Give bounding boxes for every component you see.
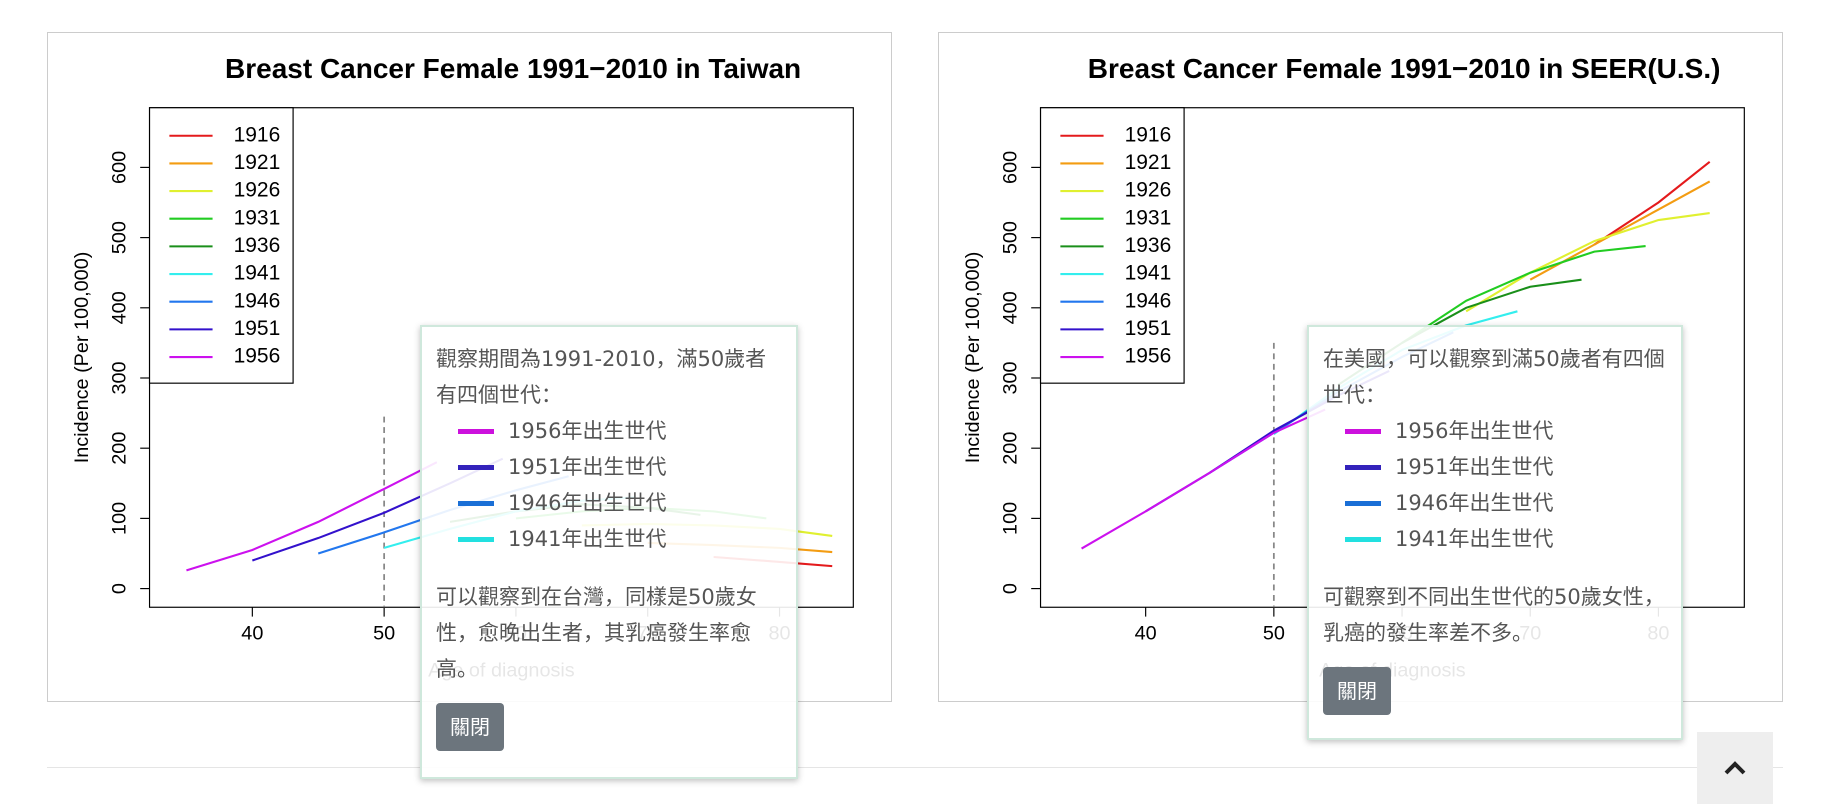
legend-label: 1916 [1125,123,1172,146]
popover-swatch [1345,536,1381,542]
popover-legend-label: 1946年出生世代 [1395,491,1554,515]
popover-legend-label: 1946年出生世代 [508,491,667,515]
popover-legend-item: 1956年出生世代 [1323,413,1667,449]
y-tick-label: 0 [109,583,131,594]
y-tick-label: 100 [109,502,131,535]
popover-legend-label: 1956年出生世代 [1395,419,1554,443]
popover: 在美國，可以觀察到滿50歲者有四個世代： 1956年出生世代 1951年出生世代 19… [1307,325,1683,740]
series-line [1529,180,1711,281]
popover-text: 在美國，可以觀察到滿50歲者有四個世代： [1323,347,1665,407]
popover-swatch [1345,464,1381,470]
y-tick-label: 0 [1000,583,1022,594]
legend-label: 1931 [234,206,281,229]
legend-label: 1951 [1125,317,1172,340]
legend-label: 1941 [1125,262,1172,285]
y-tick-label: 500 [1000,221,1022,254]
popover-legend-item: 1946年出生世代 [1323,485,1667,521]
x-tick-label: 50 [1263,622,1285,644]
series-line [1081,408,1326,550]
chart-title: Breast Cancer Female 1991−2010 in Taiwan [225,53,801,84]
legend-label: 1956 [234,345,281,368]
y-tick-label: 400 [1000,291,1022,324]
y-tick-label: 300 [1000,361,1022,394]
popover-legend-item: 1941年出生世代 [436,521,782,557]
x-tick-label: 40 [1135,622,1157,644]
legend-label: 1931 [1125,206,1172,229]
popover-legend-item: 1941年出生世代 [1323,521,1667,557]
close-button[interactable]: 關閉 [436,703,504,751]
back-to-top-button[interactable] [1697,732,1773,804]
legend-label: 1926 [1125,179,1172,202]
popover-legend-item: 1956年出生世代 [436,413,782,449]
x-tick-label: 40 [241,622,263,644]
popover-text: 觀察期間為1991-2010，滿50歲者有四個世代： [436,347,767,407]
y-tick-label: 600 [109,151,131,184]
legend-label: 1921 [1125,151,1172,174]
popover-swatch [458,536,494,542]
x-tick-label: 50 [373,622,395,644]
y-tick-label: 200 [1000,432,1022,465]
y-tick-label: 200 [109,432,131,465]
popover: 觀察期間為1991-2010，滿50歲者有四個世代： 1956年出生世代 1951年… [420,325,798,779]
popover-legend-label: 1941年出生世代 [1395,527,1554,551]
popover-text: 可以觀察到在台灣，同樣是50歲女性，愈晚出生者，其乳癌發生率愈高。 [436,585,757,681]
divider [47,767,1783,768]
y-tick-label: 400 [109,291,131,324]
legend-label: 1941 [234,262,281,285]
popover-swatch [1345,500,1381,506]
series-line [1593,160,1711,246]
popover-legend-label: 1956年出生世代 [508,419,667,443]
y-axis-label: Incidence (Per 100,000) [962,252,984,464]
legend-label: 1921 [234,151,281,174]
popover-legend-item: 1951年出生世代 [436,449,782,485]
series-line [1401,244,1646,344]
y-tick-label: 600 [1000,151,1022,184]
popover-text: 可觀察到不同出生世代的50歲女性，乳癌的發生率差不多。 [1323,585,1665,645]
popover-legend-item: 1946年出生世代 [436,485,782,521]
legend-label: 1951 [234,317,281,340]
popover-legend-label: 1951年出生世代 [1395,455,1554,479]
popover-legend-item: 1951年出生世代 [1323,449,1667,485]
popover-swatch [458,500,494,506]
close-button[interactable]: 關閉 [1323,667,1391,715]
legend-label: 1926 [234,179,281,202]
legend-label: 1936 [234,234,281,257]
chart-title: Breast Cancer Female 1991−2010 in SEER(U… [1088,53,1721,84]
popover-legend-label: 1951年出生世代 [508,455,667,479]
legend-label: 1916 [234,123,281,146]
popover-legend-label: 1941年出生世代 [508,527,667,551]
y-tick-label: 100 [1000,502,1022,535]
legend-label: 1956 [1125,345,1172,368]
popover-swatch [1345,428,1381,434]
y-tick-label: 500 [109,221,131,254]
legend-label: 1946 [234,289,281,312]
y-tick-label: 300 [109,361,131,394]
y-axis-label: Incidence (Per 100,000) [71,252,93,464]
legend-label: 1936 [1125,234,1172,257]
legend-label: 1946 [1125,289,1172,312]
chevron-up-icon [1724,761,1746,775]
popover-swatch [458,464,494,470]
popover-swatch [458,428,494,434]
series-line [186,461,438,572]
series-line [1465,211,1710,313]
